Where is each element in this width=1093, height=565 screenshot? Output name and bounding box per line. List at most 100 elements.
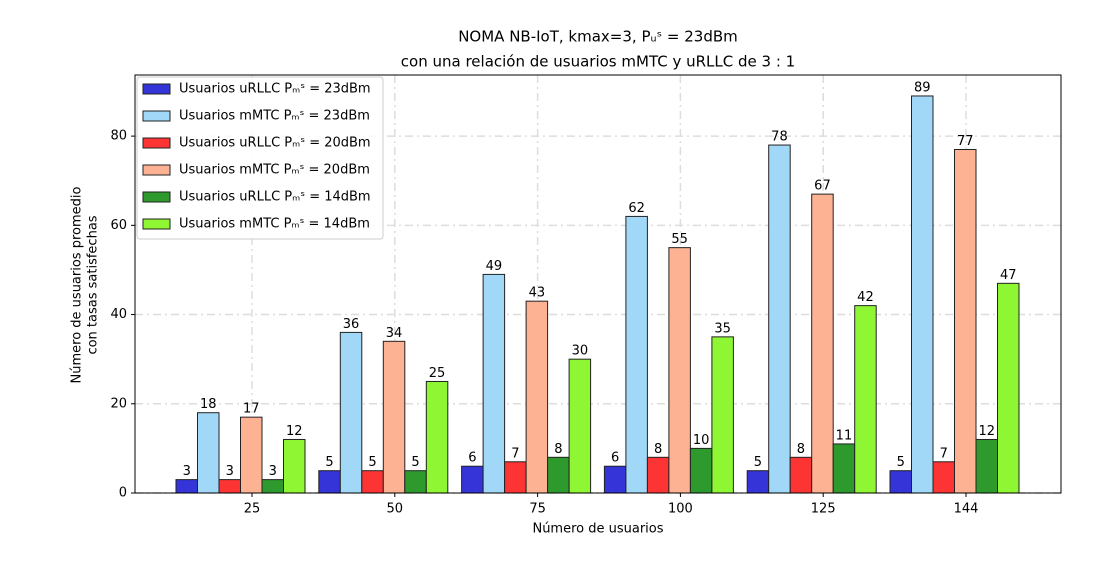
bar	[789, 456, 813, 494]
bar	[339, 331, 363, 494]
data-label: 11	[836, 428, 853, 443]
x-tick-label: 144	[954, 502, 979, 517]
legend: Usuarios uRLLC Pₘˢ = 23dBm Usuarios mMTC …	[136, 76, 384, 240]
plot-frame	[134, 74, 1062, 494]
data-label: 6	[468, 451, 476, 466]
bar	[261, 479, 284, 494]
data-label: 3	[226, 464, 234, 479]
bar	[625, 215, 648, 494]
data-label: 5	[411, 455, 419, 470]
bar	[568, 358, 592, 494]
y-tick-label: 0	[119, 486, 127, 501]
bar	[425, 380, 449, 494]
data-label: 89	[914, 80, 931, 95]
data-label: 12	[286, 424, 303, 439]
bar	[954, 148, 977, 494]
data-label: 5	[897, 455, 905, 470]
data-label: 8	[554, 442, 562, 457]
bar	[646, 456, 670, 494]
legend-label: Usuarios mMTC Pₘˢ = 23dBm	[179, 109, 370, 124]
bar	[547, 456, 570, 494]
y-tick-label: 20	[110, 396, 127, 411]
bar	[768, 144, 791, 494]
bar	[175, 479, 198, 494]
legend-label: Usuarios uRLLC Pₘˢ = 14dBm	[179, 190, 371, 205]
bar	[218, 479, 241, 494]
bar	[361, 470, 384, 494]
bar	[911, 95, 934, 494]
y-axis-label: Número de usuarios promedio	[70, 186, 85, 383]
data-label: 6	[611, 451, 619, 466]
data-label: 47	[1000, 268, 1017, 283]
data-label: 7	[940, 446, 948, 461]
legend-label: Usuarios mMTC Pₘˢ = 14dBm	[179, 217, 370, 232]
legend-swatch	[142, 83, 171, 95]
bar	[318, 470, 341, 494]
bar	[746, 470, 770, 494]
bar	[382, 340, 406, 494]
bar	[997, 282, 1020, 494]
bar	[832, 443, 856, 494]
bar	[240, 416, 263, 494]
legend-swatch	[142, 137, 171, 149]
data-label: 30	[572, 344, 589, 359]
bar	[889, 470, 912, 494]
x-tick-label: 50	[387, 502, 404, 517]
bar	[711, 336, 734, 494]
data-label: 5	[754, 455, 762, 470]
bar	[854, 305, 877, 494]
data-label: 10	[693, 433, 710, 448]
data-label: 5	[368, 455, 376, 470]
x-axis-label: Número de usuarios	[532, 522, 663, 537]
bar	[504, 461, 527, 494]
legend-swatch	[142, 218, 171, 230]
y-tick-label: 80	[110, 129, 127, 144]
legend-swatch	[142, 191, 171, 203]
bar	[404, 470, 427, 494]
bar	[932, 461, 955, 494]
data-label: 67	[814, 179, 831, 194]
data-label: 25	[429, 366, 446, 381]
legend-swatch	[142, 164, 171, 176]
data-label: 34	[386, 326, 403, 341]
bar	[461, 465, 484, 494]
data-label: 3	[269, 464, 277, 479]
y-axis-label: con tasas satisfechas	[86, 215, 101, 354]
bar	[811, 193, 834, 494]
data-label: 12	[978, 424, 995, 439]
bar	[668, 247, 691, 494]
legend-label: Usuarios uRLLC Pₘˢ = 20dBm	[179, 136, 371, 151]
y-tick-label: 40	[110, 307, 127, 322]
y-tick-label: 60	[110, 218, 127, 233]
data-label: 55	[671, 232, 688, 247]
data-label: 35	[714, 321, 731, 336]
data-label: 42	[857, 290, 874, 305]
data-label: 36	[343, 317, 360, 332]
data-label: 7	[511, 446, 519, 461]
data-label: 8	[797, 442, 805, 457]
data-label: 77	[957, 134, 974, 149]
x-tick-label: 25	[244, 502, 261, 517]
legend-label: Usuarios mMTC Pₘˢ = 20dBm	[179, 163, 370, 178]
data-label: 43	[529, 286, 546, 301]
x-tick-label: 100	[668, 502, 693, 517]
data-label: 78	[771, 130, 788, 145]
chart-subtitle: con una relación de usuarios mMTC y uRLL…	[401, 53, 795, 71]
legend-swatch	[142, 110, 171, 122]
bar	[197, 412, 220, 494]
legend-label: Usuarios uRLLC Pₘˢ = 23dBm	[179, 82, 371, 97]
x-tick-label: 125	[811, 502, 836, 517]
bar	[603, 465, 627, 494]
bar	[975, 438, 998, 494]
legend-box	[136, 76, 384, 240]
bar	[283, 438, 306, 494]
data-label: 18	[200, 397, 217, 412]
bar	[482, 273, 506, 494]
data-label: 49	[486, 259, 503, 274]
data-label: 5	[325, 455, 333, 470]
chart-title: NOMA NB-IoT, kmax=3, Pᵤˢ = 23dBm	[458, 28, 738, 46]
bar	[525, 300, 549, 494]
bar	[689, 447, 713, 494]
data-label: 62	[628, 201, 645, 216]
